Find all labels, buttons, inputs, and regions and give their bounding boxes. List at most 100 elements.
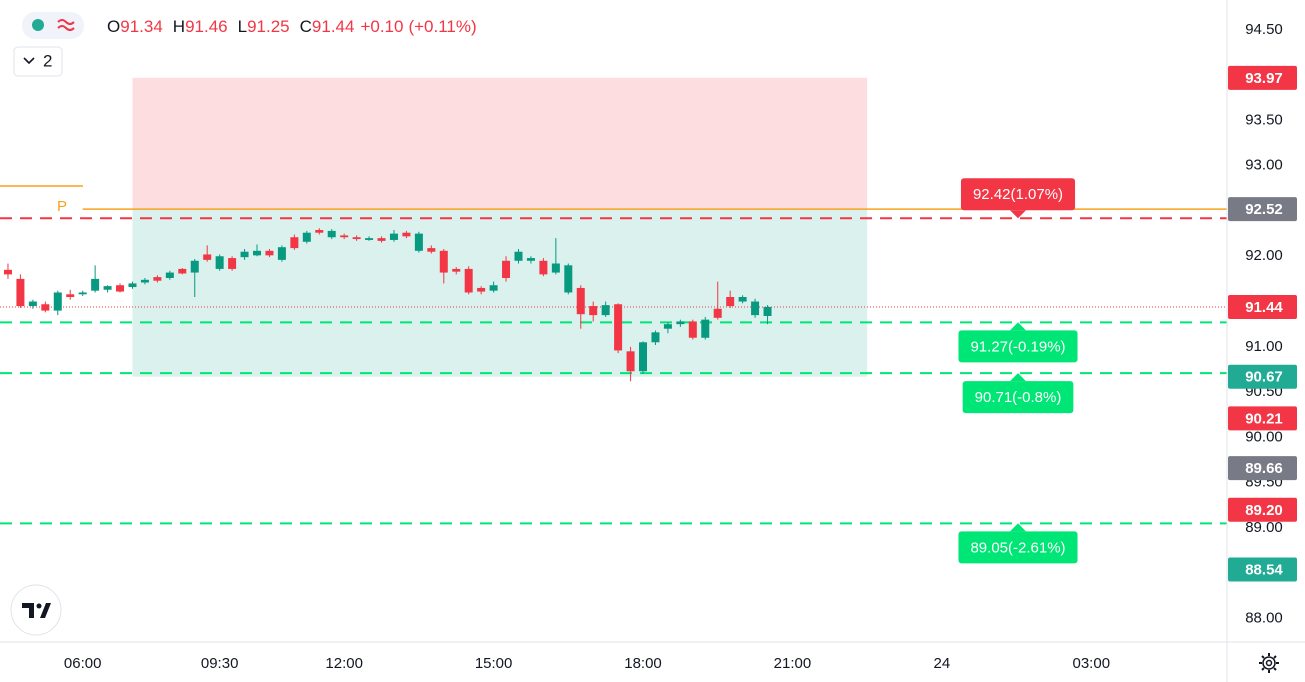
price-badge-label: 90.21 <box>1245 410 1283 427</box>
logo-icon <box>22 603 51 618</box>
price-badge <box>1228 557 1297 582</box>
candle-body <box>589 306 598 316</box>
candle-body <box>564 265 573 293</box>
x-tick-label: 03:00 <box>1073 655 1111 672</box>
candle-body <box>3 269 12 275</box>
ohlc-value: 91.46 <box>185 17 228 36</box>
candle-body <box>340 235 349 238</box>
chevron-icon <box>23 57 35 65</box>
candle-body <box>639 342 648 372</box>
position-zones <box>132 77 868 377</box>
level-tag-arrow <box>1010 523 1026 532</box>
price-badge-label: 89.20 <box>1245 502 1283 519</box>
y-tick-label: 93.50 <box>1245 111 1283 128</box>
level-tag: 92.42(1.07%) <box>960 178 1076 219</box>
price-badge-label: 91.44 <box>1245 299 1283 316</box>
level-tag-label: 90.71(-0.8%) <box>975 389 1062 406</box>
candle-body <box>327 230 336 238</box>
price-badge <box>1228 456 1297 481</box>
ohlc-legend: O91.34 H91.46 L91.25 C91.44 +0.10 (+0.11%) <box>107 17 477 36</box>
y-tick-label: 94.50 <box>1245 21 1283 38</box>
candle-body <box>91 278 100 291</box>
candle-body <box>738 297 747 302</box>
candle-body <box>489 285 498 291</box>
candle-body <box>539 260 548 275</box>
level-tag-arrow <box>1010 322 1026 331</box>
candle-body <box>676 321 685 325</box>
level-tag-box <box>962 381 1074 414</box>
candle-body <box>389 233 398 240</box>
price-badge-label: 89.66 <box>1245 460 1283 477</box>
x-tick-label: 24 <box>934 655 951 672</box>
level-tag: 90.71(-0.8%) <box>962 373 1074 414</box>
change: +0.10 <box>360 17 403 36</box>
candle-body <box>439 250 448 273</box>
pivot-label: P <box>57 198 67 215</box>
loss-zone <box>132 77 868 210</box>
candle-body <box>203 254 212 260</box>
ohlc-key: C <box>300 17 312 36</box>
x-tick-label: 15:00 <box>475 655 513 672</box>
candle-body <box>265 250 274 256</box>
x-tick-label: 09:30 <box>201 655 239 672</box>
y-tick-label: 88.00 <box>1245 609 1283 626</box>
candle-body <box>277 247 286 260</box>
candle-body <box>116 285 125 292</box>
candle-body <box>215 256 224 269</box>
level-tag-arrow <box>1010 210 1026 219</box>
candle-body <box>477 287 486 292</box>
legend-collapse-button[interactable] <box>13 46 63 77</box>
level-tag-arrow <box>1010 373 1026 382</box>
logo-badge[interactable] <box>10 584 62 636</box>
level-tag-label: 92.42(1.07%) <box>973 186 1063 203</box>
candle-body <box>128 283 137 288</box>
ohlc-key: O <box>107 17 120 36</box>
price-badge <box>1228 197 1297 222</box>
candle-body <box>228 258 237 269</box>
price-badge-label: 88.54 <box>1245 562 1283 579</box>
price-badge-label: 92.52 <box>1245 201 1283 218</box>
candle-body <box>688 321 697 338</box>
x-tick-label: 12:00 <box>325 655 363 672</box>
candle-body <box>751 301 760 316</box>
candle-body <box>663 324 672 329</box>
y-tick-label: 89.00 <box>1245 519 1283 536</box>
ohlc-value: 91.44 <box>312 17 355 36</box>
candle-body <box>713 308 722 318</box>
price-badge <box>1228 406 1297 431</box>
candle-body <box>526 258 535 261</box>
candle-body <box>614 304 623 351</box>
price-badge-label: 93.97 <box>1245 70 1283 87</box>
ohlc-value: 91.25 <box>247 17 290 36</box>
candle-body <box>402 232 411 237</box>
candle-body <box>414 233 423 251</box>
change-percent: (+0.11%) <box>408 17 476 36</box>
candle-body <box>377 238 386 241</box>
time-axis: 06:00 09:30 12:00 15:00 18:00 21:00 24 03:00 <box>64 655 1110 672</box>
candle-body <box>576 287 585 315</box>
symbol-toggle[interactable] <box>22 12 84 39</box>
price-badge <box>1228 294 1297 319</box>
x-tick-label: 06:00 <box>64 655 102 672</box>
level-tag-label: 91.27(-0.19%) <box>970 338 1065 355</box>
candle-body <box>66 294 75 298</box>
candle-body <box>626 351 635 372</box>
legend-count: 2 <box>43 51 52 70</box>
status-dot <box>32 19 44 31</box>
y-tick-label: 93.00 <box>1245 157 1283 174</box>
candle-body <box>464 268 473 293</box>
candle-body <box>701 319 710 338</box>
x-tick-label: 18:00 <box>624 655 662 672</box>
y-tick-label: 90.00 <box>1245 428 1283 445</box>
candle-body <box>452 268 461 272</box>
candle-body <box>103 286 112 290</box>
candle-body <box>651 332 660 343</box>
candle-body <box>190 260 199 273</box>
candle-body <box>601 305 610 316</box>
price-badge-label: 90.67 <box>1245 369 1283 386</box>
price-badge <box>1228 65 1297 90</box>
settings-icon[interactable] <box>1259 653 1279 673</box>
candle-body <box>365 238 374 240</box>
candle-body <box>514 251 523 261</box>
